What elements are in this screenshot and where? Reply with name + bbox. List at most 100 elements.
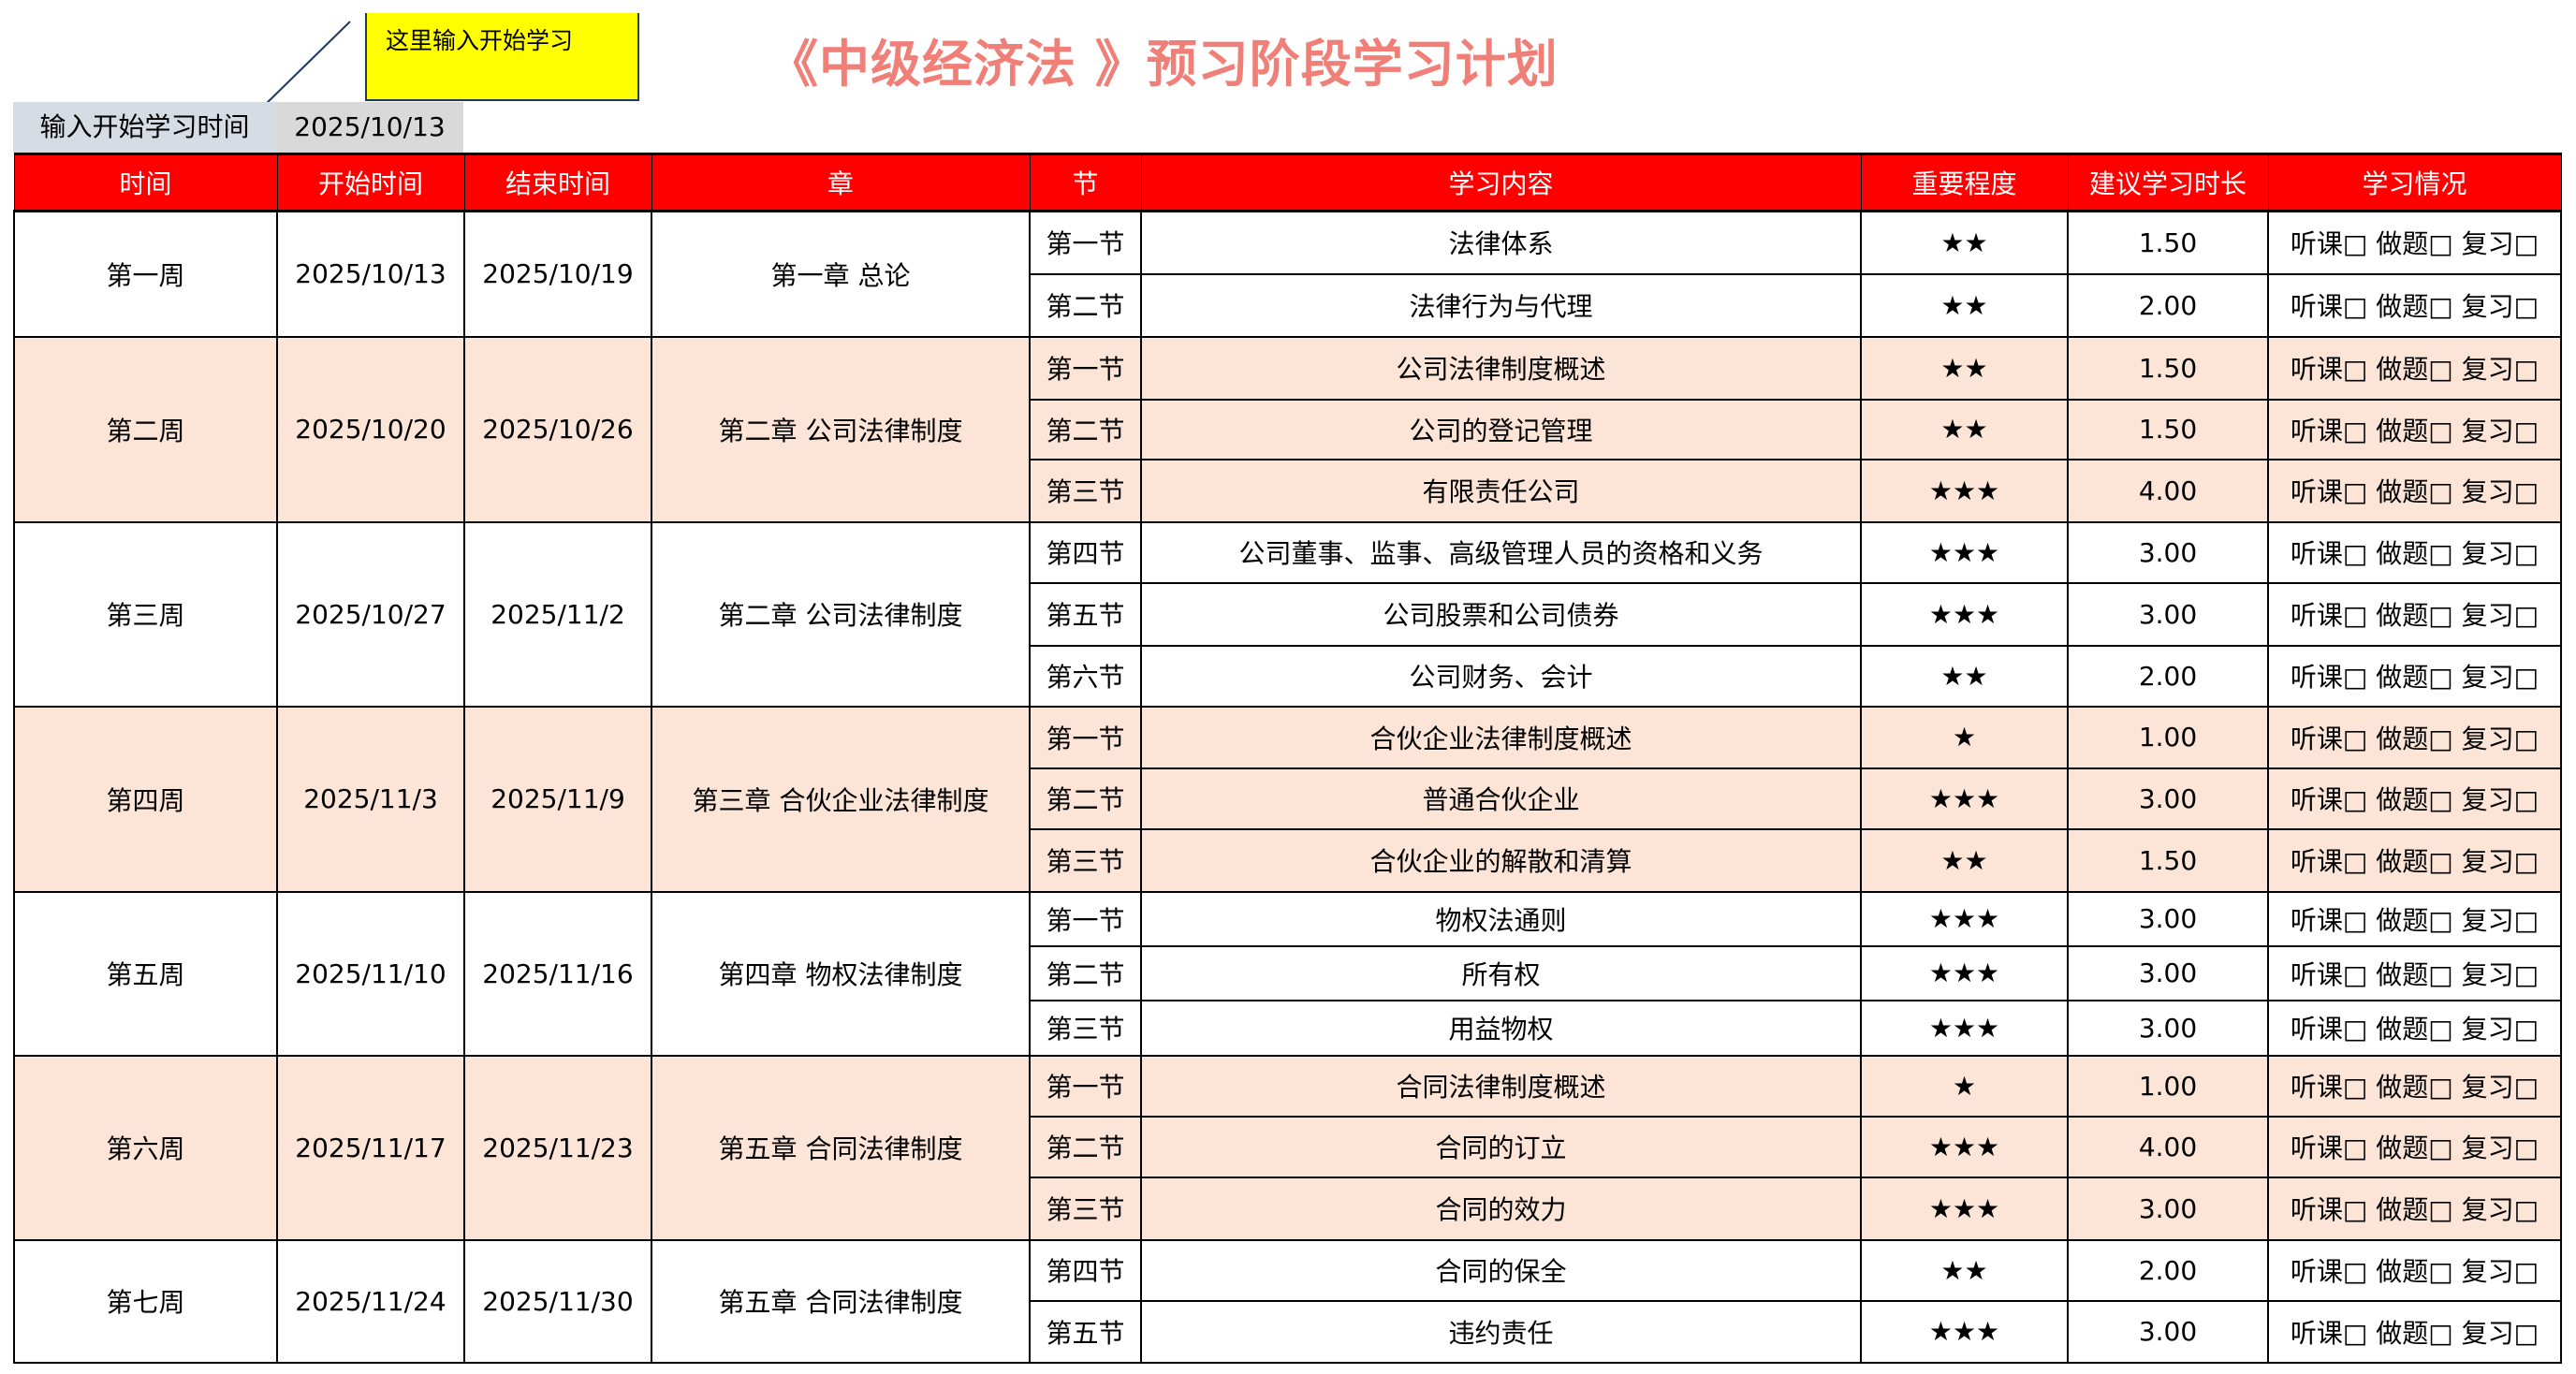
content-cell[interactable]: 违约责任 — [1140, 1299, 1862, 1364]
importance-cell[interactable]: ★★ — [1860, 644, 2069, 708]
status-checkboxes[interactable]: 听课□ 做题□ 复习□ — [2267, 827, 2562, 893]
status-checkboxes[interactable]: 听课□ 做题□ 复习□ — [2267, 398, 2562, 460]
hours-cell[interactable]: 1.50 — [2067, 335, 2269, 401]
status-checkboxes[interactable]: 听课□ 做题□ 复习□ — [2267, 890, 2562, 947]
week-cell[interactable]: 第三周 — [13, 520, 278, 708]
chapter-cell[interactable]: 第三章 合伙企业法律制度 — [651, 705, 1031, 893]
hours-cell[interactable]: 3.00 — [2067, 520, 2269, 584]
hours-cell[interactable]: 3.00 — [2067, 890, 2269, 947]
importance-cell[interactable]: ★★★ — [1860, 944, 2069, 1001]
importance-cell[interactable]: ★ — [1860, 705, 2069, 769]
importance-cell[interactable]: ★★★ — [1860, 520, 2069, 584]
content-cell[interactable]: 公司法律制度概述 — [1140, 335, 1862, 401]
status-checkboxes[interactable]: 听课□ 做题□ 复习□ — [2267, 210, 2562, 275]
importance-cell[interactable]: ★★★ — [1860, 1115, 2069, 1178]
section-cell[interactable]: 第一节 — [1029, 705, 1142, 769]
start-date-cell[interactable]: 2025/11/17 — [276, 1054, 465, 1241]
content-cell[interactable]: 有限责任公司 — [1140, 458, 1862, 523]
status-checkboxes[interactable]: 听课□ 做题□ 复习□ — [2267, 644, 2562, 708]
importance-cell[interactable]: ★★★ — [1860, 1176, 2069, 1241]
chapter-cell[interactable]: 第二章 公司法律制度 — [651, 335, 1031, 523]
week-cell[interactable]: 第一周 — [13, 210, 278, 338]
hours-cell[interactable]: 3.00 — [2067, 1176, 2269, 1241]
importance-cell[interactable]: ★★ — [1860, 335, 2069, 401]
content-cell[interactable]: 合伙企业的解散和清算 — [1140, 827, 1862, 893]
importance-cell[interactable]: ★★ — [1860, 272, 2069, 338]
hours-cell[interactable]: 3.00 — [2067, 999, 2269, 1057]
start-date-cell[interactable]: 2025/10/20 — [276, 335, 465, 523]
hours-cell[interactable]: 1.50 — [2067, 398, 2269, 460]
hours-cell[interactable]: 3.00 — [2067, 1299, 2269, 1364]
hours-cell[interactable]: 2.00 — [2067, 644, 2269, 708]
section-cell[interactable]: 第一节 — [1029, 210, 1142, 275]
chapter-cell[interactable]: 第五章 合同法律制度 — [651, 1054, 1031, 1241]
status-checkboxes[interactable]: 听课□ 做题□ 复习□ — [2267, 944, 2562, 1001]
week-cell[interactable]: 第五周 — [13, 890, 278, 1057]
chapter-cell[interactable]: 第一章 总论 — [651, 210, 1031, 338]
importance-cell[interactable]: ★★★ — [1860, 767, 2069, 830]
start-date-cell[interactable]: 2025/10/13 — [276, 210, 465, 338]
end-date-cell[interactable]: 2025/11/16 — [463, 890, 652, 1057]
section-cell[interactable]: 第六节 — [1029, 644, 1142, 708]
content-cell[interactable]: 公司财务、会计 — [1140, 644, 1862, 708]
importance-cell[interactable]: ★★★ — [1860, 458, 2069, 523]
content-cell[interactable]: 合同的保全 — [1140, 1238, 1862, 1302]
week-cell[interactable]: 第四周 — [13, 705, 278, 893]
importance-cell[interactable]: ★ — [1860, 1054, 2069, 1118]
importance-cell[interactable]: ★★ — [1860, 210, 2069, 275]
section-cell[interactable]: 第五节 — [1029, 1299, 1142, 1364]
hours-cell[interactable]: 2.00 — [2067, 272, 2269, 338]
status-checkboxes[interactable]: 听课□ 做题□ 复习□ — [2267, 1238, 2562, 1302]
hours-cell[interactable]: 4.00 — [2067, 458, 2269, 523]
chapter-cell[interactable]: 第四章 物权法律制度 — [651, 890, 1031, 1057]
callout-note[interactable]: 这里输入开始学习 — [365, 13, 639, 101]
hours-cell[interactable]: 1.00 — [2067, 705, 2269, 769]
content-cell[interactable]: 合伙企业法律制度概述 — [1140, 705, 1862, 769]
end-date-cell[interactable]: 2025/11/9 — [463, 705, 652, 893]
end-date-cell[interactable]: 2025/11/30 — [463, 1238, 652, 1364]
hours-cell[interactable]: 2.00 — [2067, 1238, 2269, 1302]
section-cell[interactable]: 第三节 — [1029, 1176, 1142, 1241]
start-date-input[interactable]: 2025/10/13 — [276, 102, 463, 153]
week-cell[interactable]: 第二周 — [13, 335, 278, 523]
hours-cell[interactable]: 1.50 — [2067, 210, 2269, 275]
status-checkboxes[interactable]: 听课□ 做题□ 复习□ — [2267, 767, 2562, 830]
importance-cell[interactable]: ★★ — [1860, 1238, 2069, 1302]
chapter-cell[interactable]: 第五章 合同法律制度 — [651, 1238, 1031, 1364]
section-cell[interactable]: 第二节 — [1029, 1115, 1142, 1178]
status-checkboxes[interactable]: 听课□ 做题□ 复习□ — [2267, 1054, 2562, 1118]
start-date-cell[interactable]: 2025/10/27 — [276, 520, 465, 708]
status-checkboxes[interactable]: 听课□ 做题□ 复习□ — [2267, 335, 2562, 401]
importance-cell[interactable]: ★★★ — [1860, 1299, 2069, 1364]
week-cell[interactable]: 第七周 — [13, 1238, 278, 1364]
hours-cell[interactable]: 4.00 — [2067, 1115, 2269, 1178]
status-checkboxes[interactable]: 听课□ 做题□ 复习□ — [2267, 1176, 2562, 1241]
status-checkboxes[interactable]: 听课□ 做题□ 复习□ — [2267, 1115, 2562, 1178]
content-cell[interactable]: 用益物权 — [1140, 999, 1862, 1057]
status-checkboxes[interactable]: 听课□ 做题□ 复习□ — [2267, 272, 2562, 338]
importance-cell[interactable]: ★★ — [1860, 398, 2069, 460]
section-cell[interactable]: 第二节 — [1029, 398, 1142, 460]
end-date-cell[interactable]: 2025/10/26 — [463, 335, 652, 523]
content-cell[interactable]: 法律行为与代理 — [1140, 272, 1862, 338]
status-checkboxes[interactable]: 听课□ 做题□ 复习□ — [2267, 1299, 2562, 1364]
content-cell[interactable]: 普通合伙企业 — [1140, 767, 1862, 830]
start-date-cell[interactable]: 2025/11/3 — [276, 705, 465, 893]
start-date-cell[interactable]: 2025/11/10 — [276, 890, 465, 1057]
status-checkboxes[interactable]: 听课□ 做题□ 复习□ — [2267, 520, 2562, 584]
section-cell[interactable]: 第五节 — [1029, 581, 1142, 647]
importance-cell[interactable]: ★★ — [1860, 827, 2069, 893]
hours-cell[interactable]: 3.00 — [2067, 581, 2269, 647]
importance-cell[interactable]: ★★★ — [1860, 581, 2069, 647]
start-date-cell[interactable]: 2025/11/24 — [276, 1238, 465, 1364]
status-checkboxes[interactable]: 听课□ 做题□ 复习□ — [2267, 458, 2562, 523]
importance-cell[interactable]: ★★★ — [1860, 890, 2069, 947]
hours-cell[interactable]: 3.00 — [2067, 767, 2269, 830]
end-date-cell[interactable]: 2025/11/2 — [463, 520, 652, 708]
end-date-cell[interactable]: 2025/11/23 — [463, 1054, 652, 1241]
hours-cell[interactable]: 1.00 — [2067, 1054, 2269, 1118]
section-cell[interactable]: 第二节 — [1029, 767, 1142, 830]
section-cell[interactable]: 第一节 — [1029, 335, 1142, 401]
section-cell[interactable]: 第三节 — [1029, 458, 1142, 523]
section-cell[interactable]: 第二节 — [1029, 944, 1142, 1001]
